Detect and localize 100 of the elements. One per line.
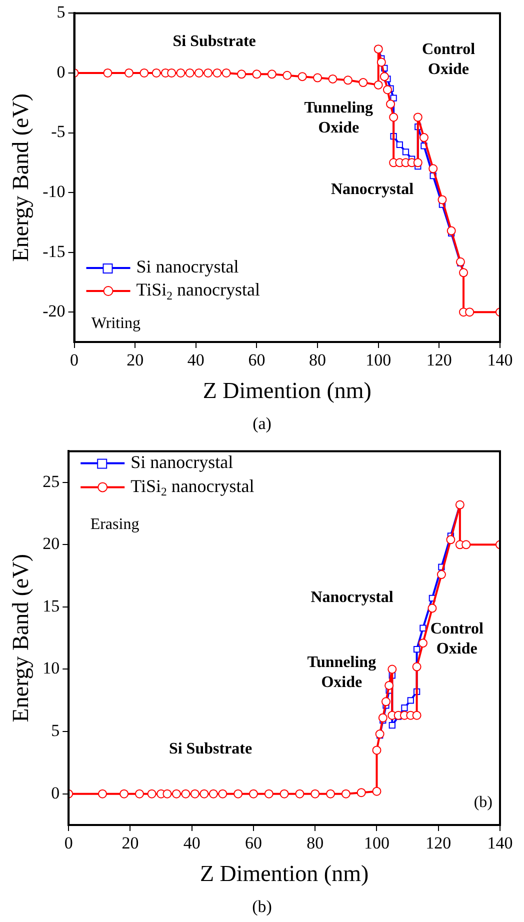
- y-tick-label: 20: [42, 534, 60, 554]
- point: [152, 68, 161, 78]
- x-tick-label: 120: [426, 350, 452, 370]
- point: [147, 789, 156, 798]
- x-tick-label: 120: [426, 834, 452, 853]
- point: [372, 786, 382, 796]
- y-axis-title: Energy Band (eV): [8, 94, 33, 262]
- legend-label: Si nanocrystal: [130, 452, 234, 472]
- x-tick-label: 80: [309, 350, 326, 370]
- point: [167, 68, 176, 78]
- point: [412, 710, 422, 720]
- legend-label: Si nanocrystal: [136, 256, 239, 277]
- point: [389, 112, 398, 122]
- point: [248, 789, 258, 798]
- point: [456, 257, 465, 266]
- point: [267, 70, 276, 79]
- annotation: Control Oxide: [422, 41, 476, 78]
- point: [388, 722, 396, 729]
- point: [176, 68, 186, 78]
- x-tick-label: 40: [187, 350, 204, 370]
- annotation: Tunneling Oxide: [304, 100, 374, 137]
- point: [386, 100, 396, 109]
- point: [388, 664, 397, 674]
- point: [382, 85, 392, 94]
- annotation: Control Oxide: [430, 620, 484, 658]
- point: [237, 70, 246, 79]
- point: [413, 158, 422, 168]
- point: [374, 80, 383, 90]
- point: [204, 68, 213, 78]
- point: [376, 58, 386, 67]
- point: [120, 789, 129, 798]
- point: [234, 789, 243, 798]
- x-tick-label: 40: [183, 834, 200, 853]
- y-tick-label: 0: [56, 62, 66, 82]
- point: [103, 68, 112, 78]
- point: [208, 789, 218, 798]
- annotation: Nanocrystal: [310, 589, 394, 606]
- y-tick-label: -15: [42, 242, 66, 261]
- x-tick-label: 100: [366, 350, 392, 370]
- y-tick-label: 5: [51, 721, 60, 740]
- point: [212, 68, 222, 78]
- point: [462, 540, 471, 550]
- point: [428, 604, 437, 613]
- point: [372, 746, 382, 755]
- point: [185, 68, 194, 78]
- y-tick-label: 5: [56, 2, 66, 22]
- point: [181, 789, 190, 798]
- annotation: Nanocrystal: [330, 181, 414, 198]
- point: [446, 535, 456, 544]
- point: [252, 70, 262, 79]
- text: (b): [251, 896, 273, 918]
- point: [341, 789, 350, 798]
- point: [419, 133, 428, 142]
- point: [194, 68, 204, 78]
- point: [418, 638, 428, 648]
- x-tick-label: 140: [487, 834, 513, 853]
- point: [380, 72, 389, 82]
- point: [446, 226, 456, 236]
- y-tick-label: 15: [42, 596, 60, 616]
- y-tick-label: 25: [42, 472, 60, 491]
- y-tick-label: -10: [42, 182, 66, 202]
- annotation: Writing: [91, 315, 141, 332]
- point: [222, 68, 231, 78]
- point: [200, 789, 209, 798]
- text: (a): [252, 413, 272, 435]
- point: [343, 76, 352, 85]
- point: [282, 70, 292, 80]
- point: [381, 697, 390, 706]
- x-tick-label: 20: [126, 350, 144, 370]
- point: [428, 164, 438, 174]
- point: [412, 662, 422, 672]
- x-tick-label: 100: [364, 834, 390, 853]
- point: [436, 570, 446, 580]
- point: [140, 68, 149, 78]
- point: [438, 195, 447, 204]
- x-tick-label: 140: [487, 350, 513, 370]
- point: [401, 704, 408, 712]
- point: [280, 789, 289, 798]
- point: [396, 141, 403, 148]
- point: [420, 624, 426, 632]
- point: [162, 789, 172, 798]
- point: [407, 697, 414, 704]
- point: [264, 789, 274, 798]
- point: [298, 72, 307, 82]
- point: [413, 112, 422, 122]
- x-tick-label: 60: [244, 834, 262, 853]
- point: [124, 68, 134, 78]
- point: [413, 646, 420, 653]
- point: [134, 789, 144, 798]
- annotation: Erasing: [90, 516, 140, 534]
- point: [378, 713, 388, 722]
- x-tick-label: 60: [248, 350, 266, 370]
- y-axis-title: Energy Band (eV): [8, 554, 33, 722]
- annotation: Si Substrate: [168, 740, 252, 758]
- point: [326, 789, 336, 798]
- x-tick-label: 80: [306, 834, 324, 853]
- point: [172, 789, 181, 798]
- point: [465, 308, 474, 317]
- point: [310, 789, 320, 798]
- point: [313, 73, 322, 82]
